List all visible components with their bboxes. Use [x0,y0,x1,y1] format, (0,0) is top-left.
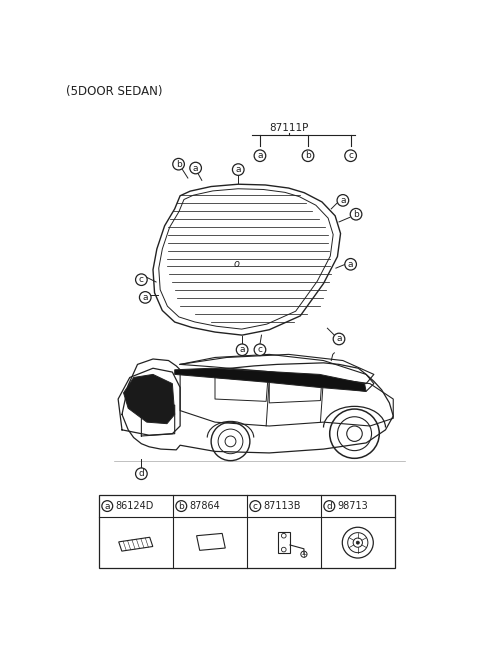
Text: d: d [326,502,332,510]
Text: 87113B: 87113B [264,501,301,511]
Text: 87864: 87864 [190,501,221,511]
Circle shape [232,164,244,175]
Circle shape [324,501,335,512]
Text: 98713: 98713 [338,501,369,511]
Text: a: a [143,293,148,302]
Text: 86124D: 86124D [116,501,154,511]
Circle shape [190,162,202,174]
Circle shape [135,468,147,480]
Text: c: c [139,275,144,284]
Circle shape [135,274,147,285]
Circle shape [345,150,357,161]
Text: o: o [234,259,240,270]
Text: a: a [348,260,353,269]
Bar [277,532,290,554]
Text: b: b [353,210,359,218]
Text: c: c [253,502,258,510]
Text: a: a [336,335,342,344]
Text: a: a [105,502,110,510]
Text: a: a [193,163,198,173]
Text: c: c [348,152,353,160]
Text: a: a [240,345,245,354]
Circle shape [176,501,187,512]
Circle shape [102,501,113,512]
Text: b: b [305,152,311,160]
Circle shape [139,292,151,303]
Circle shape [350,209,362,220]
Circle shape [333,333,345,345]
Circle shape [356,541,360,544]
Text: a: a [340,196,346,205]
Text: (5DOOR SEDAN): (5DOOR SEDAN) [66,85,163,98]
Circle shape [254,344,266,356]
Bar [99,495,395,569]
Circle shape [254,150,266,161]
Polygon shape [175,368,366,392]
Text: d: d [139,469,144,478]
Text: a: a [257,152,263,160]
Circle shape [302,150,314,161]
Text: b: b [179,502,184,510]
Circle shape [173,158,184,170]
Text: b: b [176,159,181,169]
Polygon shape [123,375,175,424]
Circle shape [236,344,248,356]
Circle shape [250,501,261,512]
Text: c: c [257,345,263,354]
Text: 87111P: 87111P [269,123,308,133]
Circle shape [345,258,357,270]
Text: a: a [236,165,241,174]
Circle shape [337,195,348,206]
